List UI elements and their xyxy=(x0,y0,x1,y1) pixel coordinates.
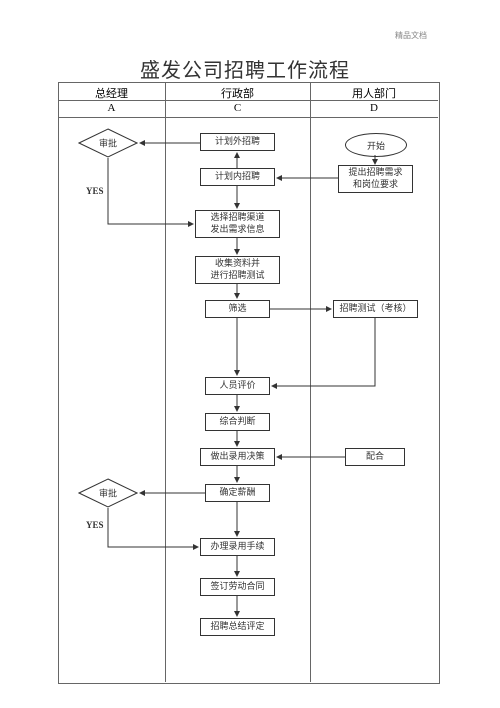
node-channel: 选择招聘渠道 发出需求信息 xyxy=(195,210,280,238)
node-test: 招聘测试（考核） xyxy=(333,300,418,318)
col-c-header: 行政部 xyxy=(165,85,310,101)
node-contract: 签订劳动合同 xyxy=(200,578,275,596)
col-a-header: 总经理 xyxy=(58,85,165,101)
yes-label-2: YES xyxy=(86,520,104,530)
header-line-2 xyxy=(58,117,438,118)
node-collect: 收集资料并 进行招聘测试 xyxy=(195,256,280,284)
page-title: 盛发公司招聘工作流程 xyxy=(140,54,350,83)
yes-label-1: YES xyxy=(86,186,104,196)
node-need: 提出招聘需求 和岗位要求 xyxy=(338,165,413,193)
col-divider-1 xyxy=(165,82,166,682)
node-approve-1: 审批 xyxy=(78,128,138,158)
col-d-sub: D xyxy=(310,102,438,114)
node-coop: 配合 xyxy=(345,448,405,466)
node-judge: 综合判断 xyxy=(205,413,270,431)
page-canvas: 精品文档 盛发公司招聘工作流程 总经理 行政部 用人部门 A C D 开始 提出… xyxy=(0,0,500,708)
node-start: 开始 xyxy=(345,133,407,157)
node-salary: 确定薪酬 xyxy=(205,484,270,502)
node-eval: 人员评价 xyxy=(205,377,270,395)
node-filter: 筛选 xyxy=(205,300,270,318)
node-approve-2: 审批 xyxy=(78,478,138,508)
col-divider-2 xyxy=(310,82,311,682)
col-a-sub: A xyxy=(58,102,165,114)
approve-2-label: 审批 xyxy=(99,487,117,500)
node-summary: 招聘总结评定 xyxy=(200,618,275,636)
col-d-header: 用人部门 xyxy=(310,85,438,101)
node-int: 计划内招聘 xyxy=(200,168,275,186)
col-c-sub: C xyxy=(165,102,310,114)
approve-1-label: 审批 xyxy=(99,137,117,150)
node-decision: 做出录用决策 xyxy=(200,448,275,466)
watermark-text: 精品文档 xyxy=(395,30,427,41)
node-formal: 办理录用手续 xyxy=(200,538,275,556)
node-ext: 计划外招聘 xyxy=(200,133,275,151)
